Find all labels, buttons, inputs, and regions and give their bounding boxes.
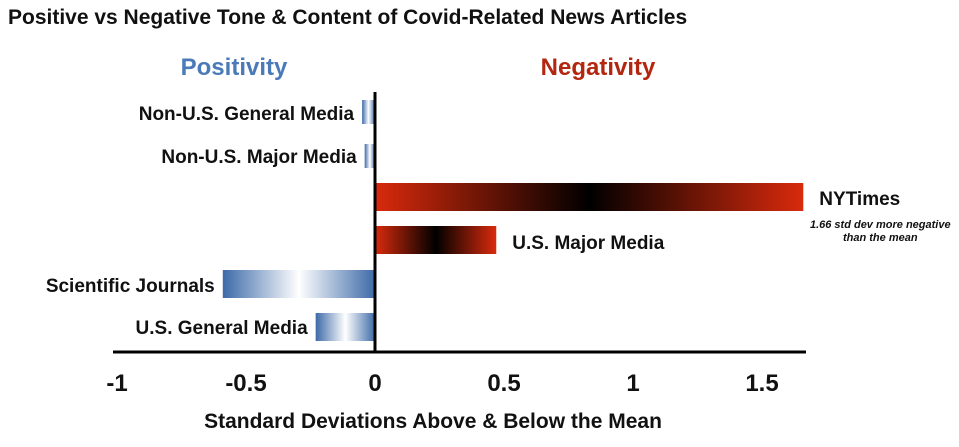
x-tick-label: 1 [626,370,639,397]
category-label-non-u-s-general-media: Non-U.S. General Media [139,104,355,125]
category-label-non-u-s-major-media: Non-U.S. Major Media [161,147,357,168]
negativity-label: Negativity [541,54,656,81]
bar-non-u-s-major-media [364,144,375,168]
bar-u-s-general-media [315,313,375,341]
annotation-line-1: 1.66 std dev more negative [810,219,951,231]
bar-nytimes [375,183,804,211]
bar-u-s-major-media [375,226,497,254]
category-labels: Non-U.S. General Media Non-U.S. Major Med… [46,104,900,339]
x-tick-label: 0 [368,370,381,397]
bar-scientific-journals [222,270,375,298]
chart-title: Positive vs Negative Tone & Content of C… [8,6,687,29]
x-tick-labels: -1 -0.5 0 0.5 1 1.5 [106,370,778,397]
category-label-u-s-general-media: U.S. General Media [136,318,309,339]
bars-group [222,100,804,341]
annotation-line-2: than the mean [843,232,918,244]
x-tick-label: 0.5 [487,370,520,397]
positivity-label: Positivity [181,54,288,81]
category-label-scientific-journals: Scientific Journals [46,276,215,297]
bar-non-u-s-general-media [362,100,375,124]
category-label-u-s-major-media: U.S. Major Media [512,233,664,254]
x-tick-label: -0.5 [225,370,266,397]
x-tick-label: 1.5 [745,370,778,397]
category-label-nytimes: NYTimes [819,189,900,210]
x-axis-title: Standard Deviations Above & Below the Me… [204,410,662,433]
x-tick-label: -1 [106,370,127,397]
